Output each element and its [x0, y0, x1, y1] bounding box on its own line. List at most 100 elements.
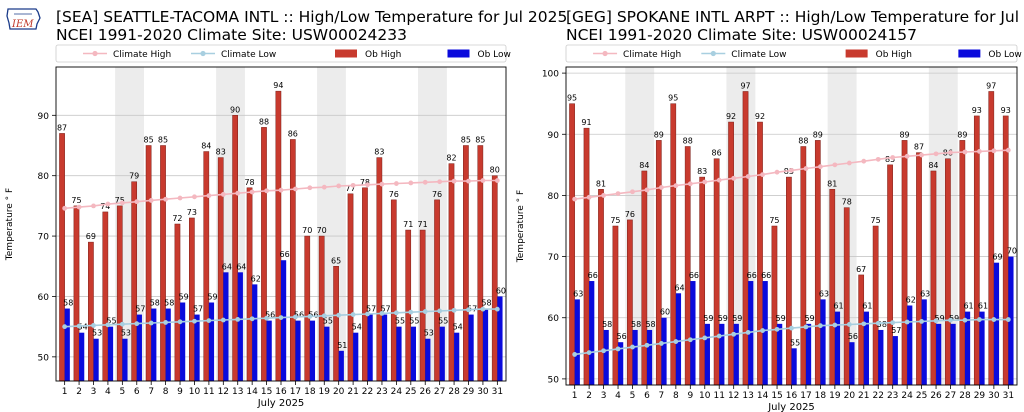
x-tick-label: 11 — [713, 391, 724, 401]
ob-low-bar — [396, 326, 402, 381]
ob-low-bar — [719, 323, 725, 385]
climate-low-marker — [76, 323, 82, 329]
ob-low-value-label: 59 — [207, 293, 217, 302]
ob-low-bar — [223, 272, 229, 381]
ob-high-value-label: 91 — [581, 118, 591, 127]
x-tick-label: 7 — [148, 387, 154, 397]
climate-low-marker — [615, 346, 621, 352]
ob-high-value-label: 80 — [490, 166, 500, 175]
ob-high-bar — [246, 187, 253, 382]
climate-high-marker — [644, 187, 650, 193]
x-tick-label: 4 — [615, 391, 621, 401]
ob-high-bar — [598, 189, 604, 386]
ob-low-value-label: 56 — [265, 311, 275, 320]
ob-low-value-label: 56 — [294, 311, 304, 320]
climate-low-marker — [408, 309, 414, 315]
climate-low-marker — [933, 318, 939, 324]
ob-low-bar — [950, 323, 956, 385]
ob-high-bar — [261, 127, 267, 382]
y-axis-title: Temperature ° F — [516, 190, 526, 263]
ob-low-value-label: 56 — [848, 332, 858, 341]
x-tick-label: 25 — [405, 387, 416, 397]
ob-low-value-label: 57 — [891, 326, 901, 335]
climate-high-marker — [601, 193, 606, 198]
ob-high-bar — [434, 199, 440, 382]
ob-low-value-label: 59 — [949, 314, 959, 323]
ob-low-value-label: 69 — [992, 253, 1002, 262]
ob-high-value-label: 67 — [856, 265, 866, 274]
ob-low-value-label: 64 — [222, 262, 232, 271]
climate-low-marker — [760, 328, 765, 333]
ob-low-bar — [704, 323, 710, 385]
climate-high-marker — [206, 193, 212, 199]
ob-high-bar — [771, 225, 778, 386]
x-tick-label: 6 — [134, 387, 140, 397]
climate-high-marker — [977, 148, 982, 154]
ob-high-value-label: 65 — [331, 256, 341, 265]
ob-low-value-label: 55 — [790, 338, 800, 347]
ob-low-bar — [353, 332, 359, 381]
x-tick-label: 24 — [901, 391, 913, 401]
x-tick-label: 26 — [420, 387, 432, 397]
x-tick-label: 15 — [771, 391, 782, 401]
climate-low-marker — [148, 320, 154, 326]
ob-high-value-label: 83 — [784, 167, 794, 176]
climate-high-marker — [119, 200, 125, 206]
x-tick-label: 6 — [644, 391, 650, 401]
ob-low-bar — [834, 311, 841, 385]
ob-high-bar — [800, 146, 807, 386]
y-tick-label: 60 — [548, 314, 560, 324]
ob-high-value-label: 89 — [813, 130, 823, 139]
climate-low-marker — [264, 315, 269, 321]
ob-low-value-label: 55 — [409, 317, 419, 326]
climate-low-marker — [249, 316, 255, 322]
ob-high-value-label: 75 — [769, 216, 779, 225]
ob-high-value-label: 85 — [144, 136, 154, 145]
climate-low-marker — [832, 322, 838, 328]
x-tick-label: 5 — [630, 391, 636, 401]
ob-low-bar — [482, 308, 489, 381]
ob-high-bar — [699, 176, 706, 386]
climate-low-marker — [466, 307, 471, 313]
ob-high-value-label: 81 — [596, 179, 606, 188]
climate-low-marker — [644, 342, 650, 348]
ob-low-value-label: 58 — [645, 320, 655, 329]
legend-marker-climate-low — [200, 50, 206, 57]
climate-high-marker — [745, 174, 751, 179]
climate-low-marker — [350, 312, 356, 317]
climate-high-marker — [307, 185, 313, 191]
ob-low-bar — [208, 302, 215, 381]
legend-marker-climate-high — [602, 50, 608, 57]
x-tick-label: 17 — [800, 391, 811, 401]
ob-high-bar — [419, 229, 426, 382]
ob-high-bar — [102, 211, 109, 382]
ob-low-bar — [603, 329, 609, 385]
x-tick-label: 27 — [945, 391, 956, 401]
ob-high-value-label: 76 — [432, 190, 442, 199]
climate-high-marker — [760, 172, 765, 178]
climate-high-marker — [846, 160, 852, 166]
legend-label-climate-low: Climate Low — [221, 50, 276, 60]
ob-high-bar — [612, 225, 619, 386]
x-tick-label: 30 — [988, 391, 1000, 401]
ob-high-bar — [131, 181, 138, 382]
ob-low-value-label: 59 — [776, 314, 786, 323]
ob-low-value-label: 66 — [280, 250, 290, 259]
ob-high-bar — [318, 235, 325, 382]
chart-panel-geg: [GEG] SPOKANE INTL ARPT :: High/Low Temp… — [512, 0, 1024, 412]
climate-low-marker — [904, 319, 910, 325]
climate-high-marker — [451, 178, 457, 184]
ob-low-value-label: 55 — [106, 317, 116, 326]
ob-high-value-label: 79 — [129, 172, 139, 181]
ob-low-value-label: 59 — [935, 314, 945, 323]
ob-low-bar — [79, 332, 85, 381]
climate-high-marker — [832, 162, 838, 168]
ob-high-bar — [448, 163, 455, 382]
ob-low-value-label: 56 — [617, 332, 627, 341]
x-tick-label: 23 — [376, 387, 387, 397]
ob-low-bar — [748, 281, 754, 385]
x-tick-label: 20 — [844, 391, 856, 401]
climate-low-marker — [437, 308, 443, 314]
ob-low-bar — [454, 332, 460, 381]
climate-low-marker — [1005, 317, 1011, 322]
